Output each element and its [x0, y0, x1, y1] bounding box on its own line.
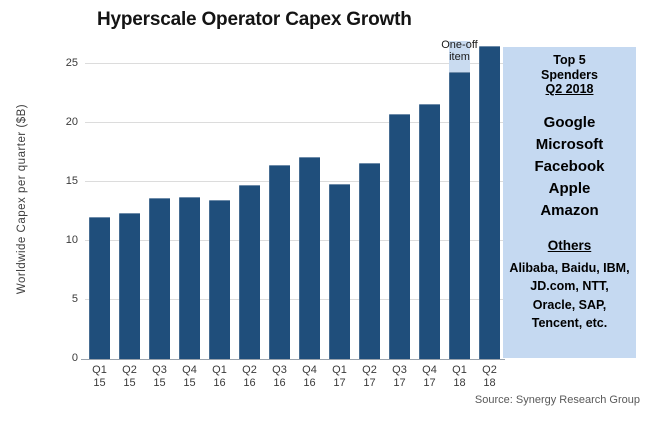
- x-tick-label: Q2 18: [482, 364, 497, 389]
- grid-line: [85, 121, 503, 123]
- bar-q4-16: [299, 156, 320, 359]
- top5-item: Amazon: [540, 201, 599, 219]
- top5-item: Microsoft: [535, 135, 604, 153]
- y-tick-label: 0: [71, 352, 78, 364]
- bar-q2-15: [119, 212, 140, 359]
- bar-q2-16: [239, 185, 260, 359]
- x-tick-label: Q2 15: [122, 364, 137, 389]
- top5-item: Google: [543, 113, 596, 131]
- y-tick-label: 25: [65, 56, 78, 69]
- x-axis-line: [81, 359, 505, 360]
- bar-q2-17: [359, 162, 380, 359]
- others-list: Alibaba, Baidu, IBM, JD.com, NTT, Oracle…: [509, 260, 630, 331]
- x-tick-label: Q1 17: [332, 364, 347, 389]
- bar-q1-15: [89, 217, 110, 359]
- x-tick-label: Q1 16: [212, 364, 227, 389]
- y-tick-label: 10: [65, 233, 78, 246]
- one-off-item-annotation: One-off item: [441, 39, 478, 63]
- one-off-item-segment: [449, 41, 470, 72]
- x-tick-label: Q3 15: [152, 364, 167, 389]
- x-tick-label: Q2 16: [242, 364, 257, 389]
- top5-item: Facebook: [534, 157, 605, 175]
- grid-line: [85, 62, 503, 64]
- x-tick-label: Q3 16: [272, 364, 287, 389]
- x-tick-label: Q4 16: [302, 364, 317, 389]
- top5-item: Apple: [548, 179, 591, 197]
- y-tick-label: 5: [71, 292, 78, 305]
- sidebar-panel: Top 5 Spenders Q2 2018 Google Microsoft …: [503, 47, 636, 358]
- x-tick-label: Q1 18: [452, 364, 467, 389]
- sidebar-heading-line1: Top 5: [553, 53, 586, 67]
- bar-q2-18: [479, 45, 500, 359]
- x-tick-label: Q4 15: [182, 364, 197, 389]
- sidebar-quarter-label: Q2 2018: [545, 82, 594, 96]
- bar-q1-18: [449, 71, 470, 359]
- x-tick-label: Q4 17: [422, 364, 437, 389]
- x-tick-label: Q3 17: [392, 364, 407, 389]
- sidebar-heading-line2: Spenders: [541, 67, 598, 82]
- top5-spenders-list: Google Microsoft Facebook Apple Amazon: [503, 112, 636, 222]
- bar-q1-17: [329, 184, 350, 359]
- y-tick-label: 15: [65, 174, 78, 187]
- grid-line: [85, 180, 503, 182]
- x-tick-label: Q1 15: [92, 364, 107, 389]
- bar-q4-17: [419, 103, 440, 359]
- y-tick-label: 20: [65, 115, 78, 128]
- grid-line: [85, 298, 503, 300]
- bar-q3-16: [269, 165, 290, 359]
- bar-q3-15: [149, 198, 170, 359]
- grid-line: [85, 239, 503, 241]
- bar-q4-15: [179, 197, 200, 359]
- chart-title: Hyperscale Operator Capex Growth: [97, 9, 412, 30]
- x-tick-label: Q2 17: [362, 364, 377, 389]
- bar-q3-17: [389, 114, 410, 359]
- others-heading: Others: [547, 237, 592, 253]
- source-credit: Source: Synergy Research Group: [474, 394, 640, 406]
- sidebar-heading: Top 5 Spenders Q2 2018: [503, 53, 636, 97]
- bar-q1-16: [209, 199, 230, 359]
- plot-area: One-off item: [85, 39, 503, 359]
- y-axis-title: Worldwide Capex per quarter ($B): [16, 103, 28, 295]
